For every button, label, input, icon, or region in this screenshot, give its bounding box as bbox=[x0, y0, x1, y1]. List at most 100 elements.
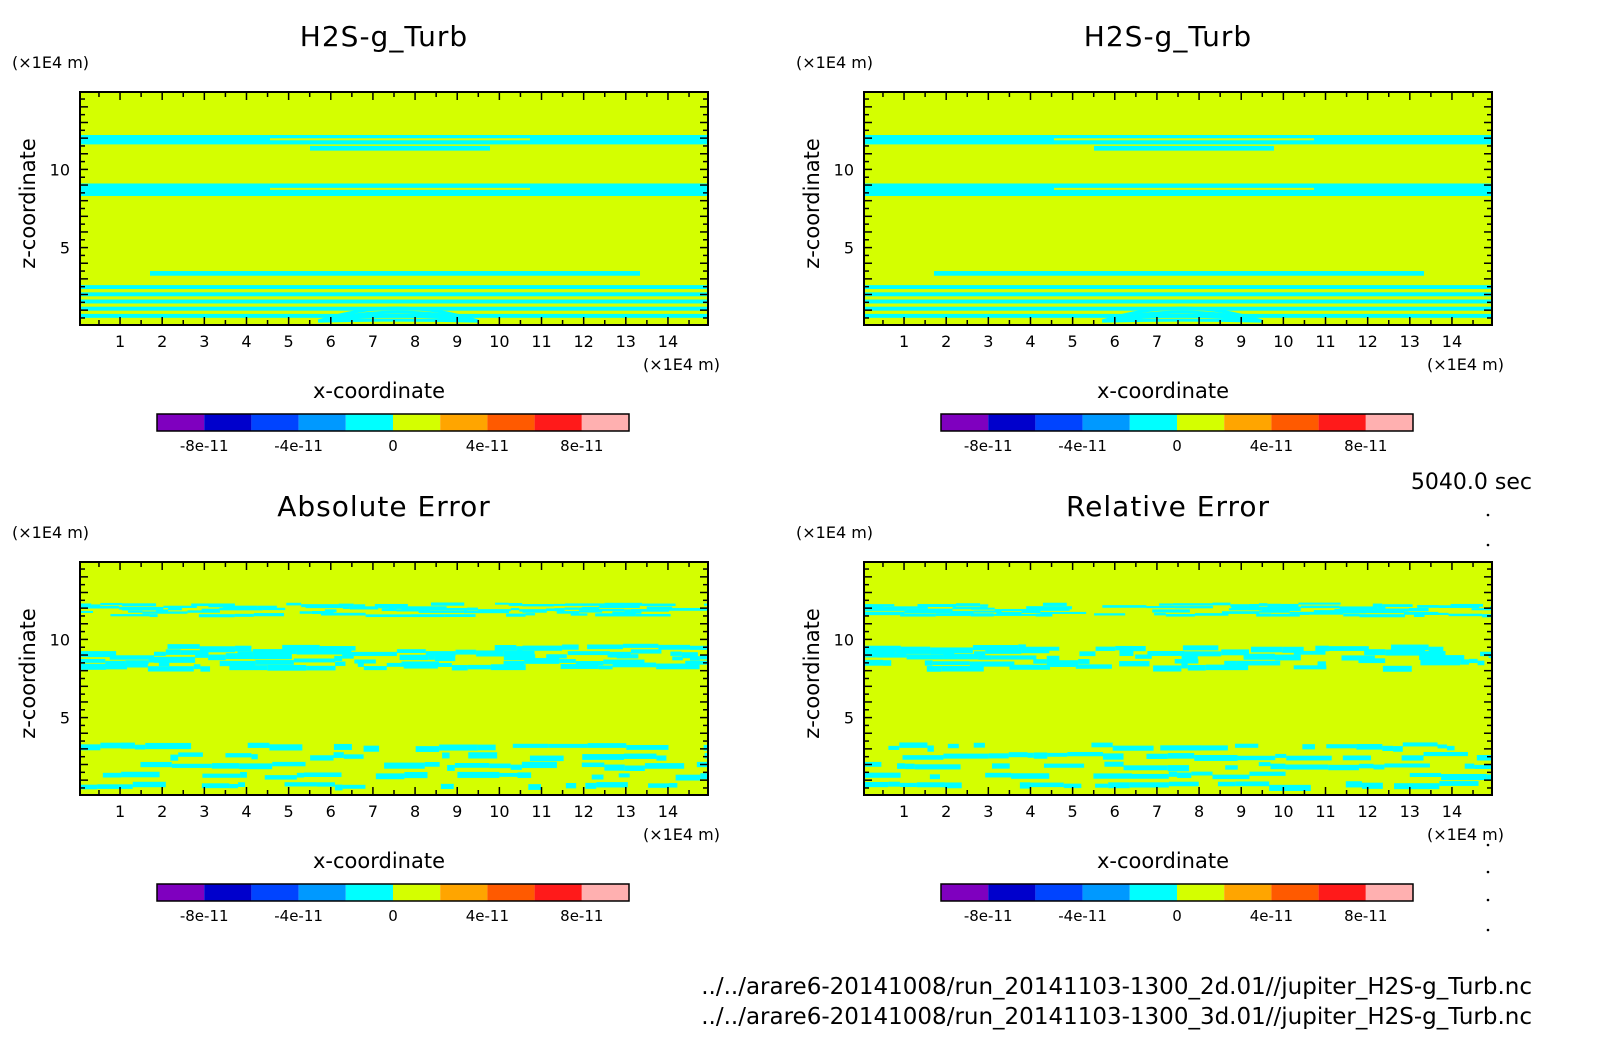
band-layer bbox=[864, 299, 1492, 304]
band-cell bbox=[1146, 753, 1168, 759]
x-tick-label: 11 bbox=[1315, 332, 1335, 351]
x-unit-label: (×1E4 m) bbox=[643, 355, 720, 374]
colorbar-swatch bbox=[534, 414, 582, 431]
band-cell bbox=[864, 605, 884, 609]
band-cell bbox=[208, 605, 223, 608]
x-tick-label: 1 bbox=[115, 802, 125, 821]
x-tick-label: 7 bbox=[1152, 332, 1162, 351]
band-cell bbox=[503, 650, 535, 657]
band-cell bbox=[145, 742, 192, 750]
band-cell bbox=[334, 784, 343, 791]
x-tick-label: 12 bbox=[1357, 802, 1377, 821]
colorbar-swatch bbox=[440, 884, 488, 901]
band-cell bbox=[1225, 765, 1238, 770]
band-cell bbox=[165, 649, 181, 655]
y-unit-label: (×1E4 m) bbox=[796, 523, 873, 542]
band-cell bbox=[672, 656, 683, 661]
band-cell bbox=[877, 653, 907, 658]
band-cell bbox=[864, 781, 889, 788]
colorbar-swatch bbox=[1271, 884, 1319, 901]
band-cell bbox=[134, 744, 146, 750]
band-cell bbox=[864, 650, 896, 655]
band-cell bbox=[704, 753, 708, 759]
band-cell bbox=[1040, 611, 1087, 614]
band-cell bbox=[1480, 651, 1492, 657]
band-cell bbox=[1471, 608, 1492, 611]
band-cell bbox=[1249, 771, 1286, 776]
x-unit-label: (×1E4 m) bbox=[1427, 825, 1504, 844]
band-cell bbox=[374, 603, 408, 608]
colorbar-swatch bbox=[1365, 414, 1413, 431]
band-cell bbox=[418, 610, 464, 613]
band-cell bbox=[1046, 655, 1060, 661]
band-cell bbox=[570, 613, 588, 616]
band-cell bbox=[1191, 771, 1213, 776]
band-cell bbox=[978, 655, 992, 660]
x-tick-label: 10 bbox=[489, 332, 509, 351]
band-cell bbox=[522, 645, 563, 651]
band-cell bbox=[122, 608, 156, 611]
band-cell bbox=[251, 754, 258, 760]
band-cell bbox=[587, 743, 627, 748]
colorbar-tick-label: 4e-11 bbox=[466, 437, 509, 455]
band-cell bbox=[616, 654, 639, 659]
x-tick-label: 2 bbox=[941, 802, 951, 821]
band-cell bbox=[929, 774, 940, 780]
colorbar-tick-label: -8e-11 bbox=[964, 437, 1013, 455]
colorbar-swatch bbox=[581, 884, 629, 901]
band-cell bbox=[140, 761, 172, 768]
band-cell bbox=[864, 604, 873, 608]
band-cell bbox=[388, 606, 395, 610]
band-cell bbox=[935, 613, 971, 617]
band-cell bbox=[1469, 658, 1478, 664]
band-cell bbox=[264, 775, 297, 780]
x-tick-label: 14 bbox=[658, 802, 678, 821]
plot-area bbox=[864, 562, 1492, 795]
band-cell bbox=[1243, 653, 1276, 660]
band-cell bbox=[238, 782, 246, 787]
y-tick-label: 5 bbox=[60, 239, 70, 258]
band-cell bbox=[239, 763, 273, 770]
band-cell bbox=[1152, 609, 1190, 613]
x-tick-label: 10 bbox=[1273, 802, 1293, 821]
band-cell bbox=[1261, 608, 1301, 611]
band-cell bbox=[675, 774, 701, 781]
band-cell bbox=[147, 666, 194, 672]
x-tick-label: 4 bbox=[1025, 802, 1035, 821]
band-cell bbox=[149, 614, 158, 618]
colorbar-swatch bbox=[157, 414, 205, 431]
colorbar-tick-label: -8e-11 bbox=[180, 437, 229, 455]
band-cell bbox=[1366, 610, 1404, 614]
band-cell bbox=[1250, 646, 1283, 653]
band-cell bbox=[80, 605, 120, 609]
band-cell bbox=[1464, 763, 1475, 769]
band-cell bbox=[902, 755, 944, 760]
band-cell bbox=[401, 606, 447, 610]
band-cell bbox=[363, 745, 380, 752]
band-cell bbox=[503, 654, 536, 661]
band-cell bbox=[180, 650, 209, 655]
band-cell bbox=[311, 611, 334, 614]
band-cell bbox=[1043, 763, 1085, 768]
x-tick-label: 9 bbox=[1236, 802, 1246, 821]
band-cell bbox=[553, 603, 565, 606]
band-cell bbox=[105, 663, 128, 670]
x-tick-label: 12 bbox=[573, 332, 593, 351]
band-cell bbox=[1009, 664, 1051, 670]
band-cell bbox=[991, 655, 1037, 660]
band-cell bbox=[354, 659, 376, 664]
band-cell bbox=[670, 651, 682, 656]
band-cell bbox=[187, 610, 220, 613]
band-cell bbox=[1490, 605, 1492, 608]
band-arch bbox=[318, 314, 479, 323]
x-tick-label: 14 bbox=[1442, 332, 1462, 351]
band-cell bbox=[630, 609, 670, 612]
band-cell bbox=[1382, 745, 1394, 752]
band-cell bbox=[1402, 742, 1438, 747]
band-cell bbox=[262, 607, 286, 611]
band-cell bbox=[1146, 606, 1175, 609]
band-cell bbox=[581, 762, 605, 768]
band-cell bbox=[624, 609, 631, 612]
x-tick-label: 6 bbox=[1110, 332, 1120, 351]
band-cell bbox=[565, 782, 577, 789]
